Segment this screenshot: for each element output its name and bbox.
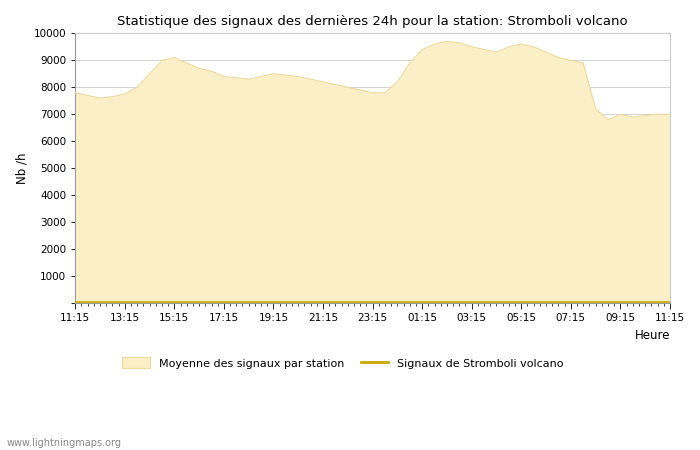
Legend: Moyenne des signaux par station, Signaux de Stromboli volcano: Moyenne des signaux par station, Signaux…	[118, 353, 568, 373]
Text: www.lightningmaps.org: www.lightningmaps.org	[7, 438, 122, 448]
Y-axis label: Nb /h: Nb /h	[15, 153, 28, 184]
Title: Statistique des signaux des dernières 24h pour la station: Stromboli volcano: Statistique des signaux des dernières 24…	[118, 15, 628, 28]
X-axis label: Heure: Heure	[634, 329, 670, 342]
